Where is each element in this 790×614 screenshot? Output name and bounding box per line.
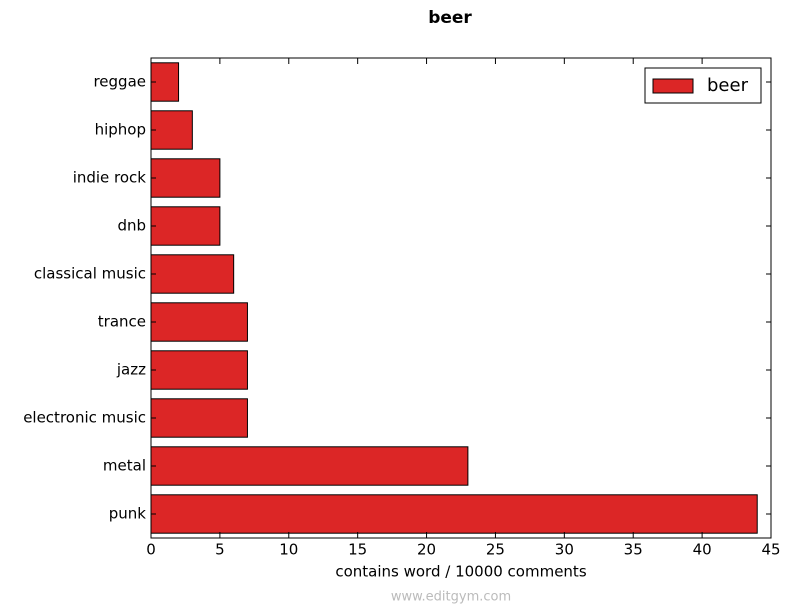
- y-tick-label: electronic music: [23, 409, 146, 427]
- bar: [150, 206, 221, 246]
- y-tick-label: trance: [98, 313, 146, 331]
- y-tick-label: classical music: [34, 265, 146, 283]
- x-tick-label: 5: [215, 541, 225, 559]
- plot-frame: [150, 57, 772, 539]
- y-tick-label: hiphop: [95, 121, 146, 139]
- y-tick-label: metal: [103, 457, 146, 475]
- bar: [150, 446, 469, 486]
- x-tick-label: 0: [146, 541, 156, 559]
- y-tick-label: indie rock: [73, 169, 147, 187]
- bar: [150, 398, 248, 438]
- y-tick-label: jazz: [116, 361, 146, 379]
- x-tick-label: 35: [624, 541, 643, 559]
- chart-title: beer: [428, 8, 472, 28]
- x-tick-label: 45: [761, 541, 780, 559]
- legend-label: beer: [707, 75, 749, 96]
- x-tick-label: 30: [555, 541, 574, 559]
- y-tick-label: reggae: [93, 73, 146, 91]
- bar: [150, 254, 235, 294]
- bar: [150, 110, 193, 150]
- x-tick-label: 10: [279, 541, 298, 559]
- bar: [150, 158, 221, 198]
- legend-swatch: [652, 78, 694, 94]
- x-axis-label: contains word / 10000 comments: [335, 563, 586, 581]
- x-tick-label: 40: [693, 541, 712, 559]
- bar: [150, 350, 248, 390]
- bar: [150, 494, 758, 534]
- x-tick-label: 20: [417, 541, 436, 559]
- bar: [150, 302, 248, 342]
- x-tick-label: 15: [348, 541, 367, 559]
- y-tick-label: dnb: [117, 217, 146, 235]
- x-tick-label: 25: [486, 541, 505, 559]
- watermark: www.editgym.com: [391, 590, 511, 605]
- y-tick-label: punk: [109, 505, 147, 523]
